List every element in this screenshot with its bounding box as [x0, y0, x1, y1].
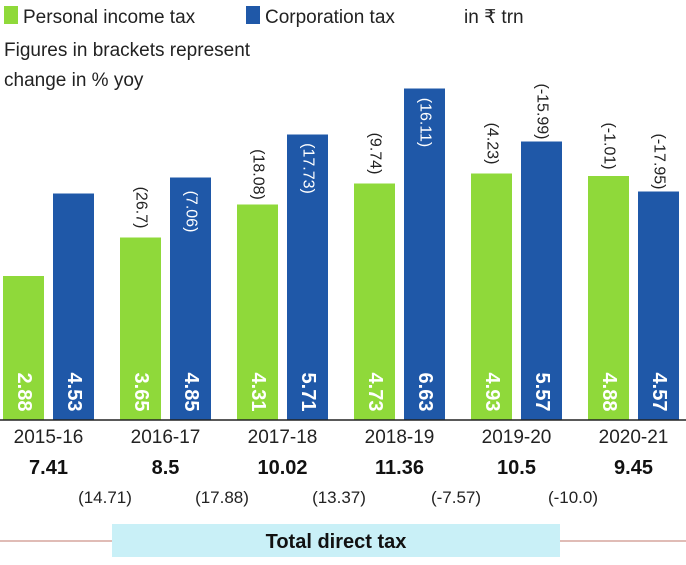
bar-change-label: (9.74): [366, 133, 383, 175]
bar-personal-2015-16: [3, 276, 44, 420]
legend: Personal income tax Corporation tax in ₹…: [4, 6, 524, 28]
bar-corporate-2016-17: [170, 177, 211, 420]
footer: Total direct tax: [0, 524, 686, 557]
bar-change-label: (-15.99): [533, 83, 550, 139]
total-change-label: (14.71): [78, 488, 132, 507]
bar-change-label: (7.06): [182, 191, 199, 233]
bar-corporate-2019-20: [521, 141, 562, 420]
note: Figures in brackets represent change in …: [4, 40, 251, 91]
total-value: 10.02: [257, 457, 307, 479]
total-change-label: (-10.0): [548, 488, 598, 507]
bar-value-label: 4.57: [648, 373, 670, 412]
footer-band: [112, 524, 560, 557]
x-tick-label: 2019-20: [482, 427, 552, 448]
total-value: 7.41: [29, 457, 68, 479]
x-tick-label: 2015-16: [14, 427, 84, 448]
bar-change-label: (16.11): [416, 98, 433, 148]
bar-corporate-2015-16: [53, 193, 94, 420]
bar-corporate-2017-18: [287, 134, 328, 420]
bar-value-label: 6.63: [414, 373, 436, 412]
total-value: 10.5: [497, 457, 536, 479]
bar-change-label: (17.73): [299, 143, 316, 194]
legend-label-personal: Personal income tax: [23, 7, 196, 28]
x-tick-label: 2016-17: [131, 427, 201, 448]
legend-swatch-corporate: [246, 6, 260, 24]
x-tick-label: 2017-18: [248, 427, 318, 448]
total-change-label: (-7.57): [431, 488, 481, 507]
note-line-1: Figures in brackets represent: [4, 40, 251, 61]
bar-change-label: (4.23): [483, 123, 500, 165]
unit-label: in ₹ trn: [464, 7, 524, 28]
bar-change-label: (18.08): [249, 149, 266, 200]
bar-change-label: (-1.01): [600, 122, 617, 169]
bar-value-label: 4.31: [247, 373, 269, 412]
bar-value-label: 5.71: [297, 373, 319, 412]
bar-personal-2020-21: [588, 176, 629, 420]
bar-value-label: 4.93: [481, 373, 503, 412]
x-axis: 2015-16 7.41 2016-17 8.5 2017-18 10.02 2018-19…: [14, 427, 669, 507]
total-value: 9.45: [614, 457, 653, 479]
bar-personal-2016-17: [120, 237, 161, 420]
note-line-2: change in % yoy: [4, 70, 144, 91]
bar-personal-2018-19: [354, 183, 395, 420]
footer-label: Total direct tax: [266, 531, 407, 553]
bar-value-label: 3.65: [130, 373, 152, 412]
bar-value-label: 4.53: [63, 373, 85, 412]
bar-change-label: (-17.95): [650, 133, 667, 189]
x-tick-label: 2018-19: [365, 427, 435, 448]
bar-personal-2019-20: [471, 173, 512, 420]
bar-value-label: 4.73: [364, 373, 386, 412]
x-tick-label: 2020-21: [599, 427, 669, 448]
total-change-label: (13.37): [312, 488, 366, 507]
bar-value-label: 5.57: [531, 373, 553, 412]
legend-swatch-personal: [4, 6, 18, 24]
bar-value-label: 4.85: [180, 373, 202, 412]
bar-corporate-2020-21: [638, 191, 679, 420]
total-change-label: (17.88): [195, 488, 249, 507]
bar-value-label: 2.88: [13, 373, 35, 412]
bar-personal-2017-18: [237, 204, 278, 420]
total-value: 11.36: [375, 457, 424, 479]
bars: 2.88 4.53 3.65 (26.7) 4.85 (7.06) 4.31 (18.08) 5…: [3, 83, 679, 420]
bar-value-label: 4.88: [598, 373, 620, 412]
total-value: 8.5: [152, 457, 180, 479]
bar-corporate-2018-19: [404, 88, 445, 420]
bar-change-label: (26.7): [132, 187, 149, 229]
legend-label-corporate: Corporation tax: [265, 7, 395, 28]
